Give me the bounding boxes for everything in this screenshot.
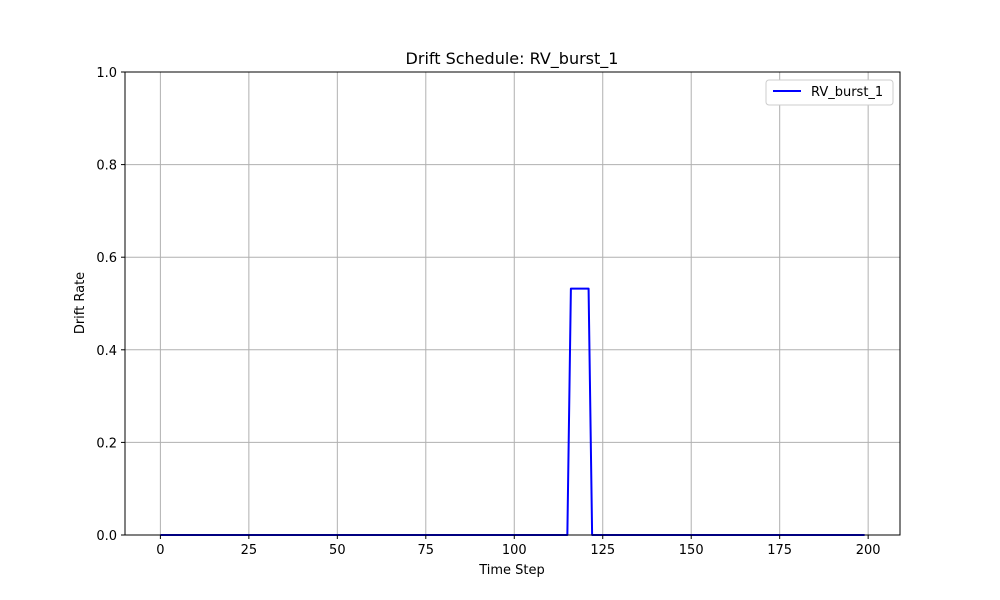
y-axis-label: Drift Rate [73,272,88,334]
legend: RV_burst_1 [765,79,894,106]
x-tick-label: 175 [767,543,792,558]
x-tick-label: 75 [418,543,435,558]
x-tick-label: 200 [856,543,881,558]
chart-title: Drift Schedule: RV_burst_1 [406,49,619,69]
y-tick-label: 0.0 [96,529,117,544]
axis-ticks: 0 25 50 75 100 125 150 175 200 0.0 0.2 0.4 0.6 0.8 1.0 [96,66,880,558]
x-tick-label: 25 [241,543,258,558]
x-tick-label: 50 [329,543,346,558]
x-axis-label: Time Step [478,563,545,578]
y-tick-label: 0.2 [96,436,117,451]
y-tick-label: 1.0 [96,66,117,81]
y-tick-label: 0.8 [96,159,117,174]
legend-box [765,79,894,106]
x-tick-label: 125 [590,543,615,558]
x-tick-label: 150 [679,543,704,558]
plot-area-frame [124,71,901,536]
y-tick-label: 0.4 [96,344,117,359]
x-tick-label: 0 [156,543,164,558]
x-tick-label: 100 [502,543,527,558]
legend-label: RV_burst_1 [811,85,883,100]
y-tick-label: 0.6 [96,251,117,266]
